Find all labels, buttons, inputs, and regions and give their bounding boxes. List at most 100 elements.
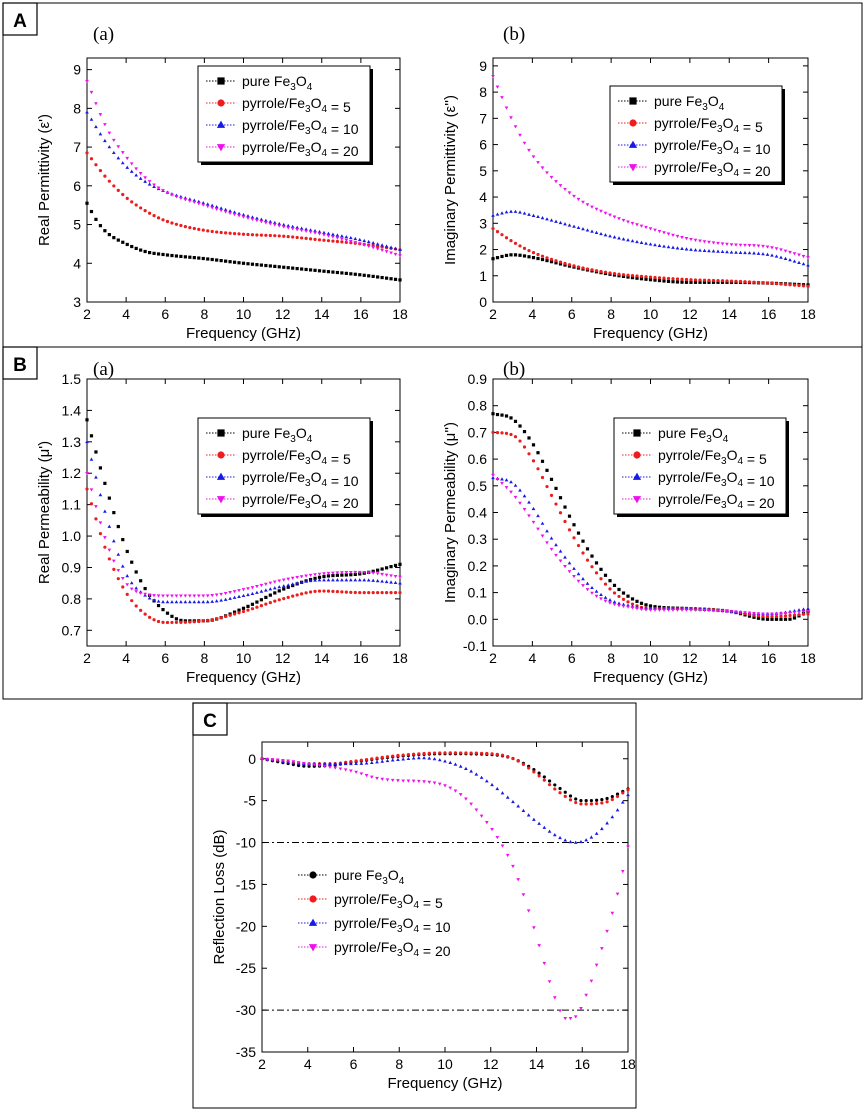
data-point bbox=[549, 477, 554, 481]
panel-c-letter: C bbox=[203, 711, 217, 732]
data-point bbox=[170, 193, 174, 197]
data-point bbox=[380, 579, 384, 583]
data-point bbox=[393, 252, 398, 257]
data-point bbox=[94, 124, 98, 129]
data-point bbox=[138, 176, 143, 180]
data-point bbox=[281, 222, 286, 227]
data-point bbox=[783, 614, 788, 618]
legend-box bbox=[613, 417, 787, 515]
data-point bbox=[500, 254, 504, 259]
data-point bbox=[326, 571, 331, 576]
data-point bbox=[509, 253, 513, 257]
data-point bbox=[152, 251, 156, 255]
data-point bbox=[206, 257, 210, 261]
data-point bbox=[183, 600, 188, 604]
data-point bbox=[259, 233, 263, 237]
data-point bbox=[250, 602, 255, 606]
data-point bbox=[752, 244, 756, 248]
data-point bbox=[170, 614, 174, 618]
data-point bbox=[228, 231, 232, 235]
data-point bbox=[693, 248, 698, 252]
data-point bbox=[170, 221, 174, 225]
data-point bbox=[302, 764, 306, 768]
data-point bbox=[532, 926, 536, 930]
data-point bbox=[107, 548, 112, 552]
legend-label: pyrrole/Fe3O4 = 20 bbox=[334, 939, 451, 959]
series-p20 bbox=[85, 471, 402, 598]
data-point bbox=[268, 600, 272, 605]
data-point bbox=[734, 279, 738, 283]
data-point bbox=[98, 168, 103, 173]
series-p5 bbox=[85, 151, 402, 252]
data-point bbox=[398, 581, 402, 585]
data-point bbox=[313, 578, 317, 582]
data-point bbox=[98, 492, 103, 497]
data-point bbox=[349, 272, 353, 276]
data-point bbox=[495, 477, 500, 482]
y-tick-label: 4 bbox=[73, 255, 81, 271]
data-point bbox=[353, 241, 358, 245]
data-point bbox=[617, 217, 621, 221]
data-point bbox=[384, 591, 389, 595]
data-point bbox=[183, 225, 187, 229]
data-point bbox=[307, 764, 311, 768]
data-point bbox=[286, 266, 290, 270]
data-point bbox=[563, 838, 568, 842]
data-point bbox=[161, 620, 165, 624]
data-point bbox=[513, 253, 518, 257]
data-point bbox=[255, 600, 259, 604]
data-point bbox=[89, 209, 94, 214]
data-point bbox=[340, 237, 344, 241]
x-tick-label: 8 bbox=[607, 306, 615, 322]
data-point bbox=[540, 534, 545, 538]
data-point bbox=[621, 273, 626, 277]
data-point bbox=[344, 240, 348, 244]
data-point bbox=[232, 590, 237, 594]
data-point bbox=[291, 235, 295, 239]
data-point bbox=[432, 751, 437, 755]
x-tick-label: 8 bbox=[200, 650, 208, 666]
data-point bbox=[576, 225, 581, 230]
data-point bbox=[675, 277, 680, 281]
data-point bbox=[130, 599, 134, 603]
data-point bbox=[599, 209, 603, 213]
data-point bbox=[518, 501, 522, 505]
data-point bbox=[657, 608, 662, 612]
data-point bbox=[612, 600, 617, 604]
data-point bbox=[107, 524, 112, 528]
data-point bbox=[333, 761, 338, 766]
data-point bbox=[491, 257, 495, 261]
data-point bbox=[349, 590, 353, 594]
data-point bbox=[554, 543, 558, 547]
data-point bbox=[568, 840, 573, 844]
data-point bbox=[268, 264, 272, 268]
data-point bbox=[237, 211, 241, 215]
data-point bbox=[427, 756, 432, 760]
data-point bbox=[264, 263, 268, 268]
data-point bbox=[210, 206, 215, 210]
data-point bbox=[797, 610, 801, 614]
data-point bbox=[192, 620, 196, 624]
data-point bbox=[255, 590, 259, 594]
x-tick-label: 12 bbox=[275, 650, 291, 666]
series-p20 bbox=[85, 79, 402, 258]
data-point bbox=[621, 604, 626, 609]
data-point bbox=[549, 493, 554, 498]
data-point bbox=[504, 486, 509, 490]
data-point bbox=[491, 75, 495, 79]
data-point bbox=[384, 573, 389, 577]
panel-b-letter-box bbox=[2, 346, 38, 380]
data-point bbox=[594, 230, 599, 234]
data-point bbox=[536, 467, 540, 471]
data-point bbox=[268, 581, 273, 585]
data-point bbox=[621, 791, 625, 795]
data-point bbox=[326, 270, 331, 274]
data-point bbox=[448, 786, 453, 790]
legend-box bbox=[197, 65, 371, 163]
data-point bbox=[511, 864, 515, 869]
data-point bbox=[335, 578, 340, 582]
data-point bbox=[174, 222, 179, 226]
data-point bbox=[371, 591, 375, 595]
data-point bbox=[152, 214, 156, 218]
data-point bbox=[526, 813, 531, 817]
